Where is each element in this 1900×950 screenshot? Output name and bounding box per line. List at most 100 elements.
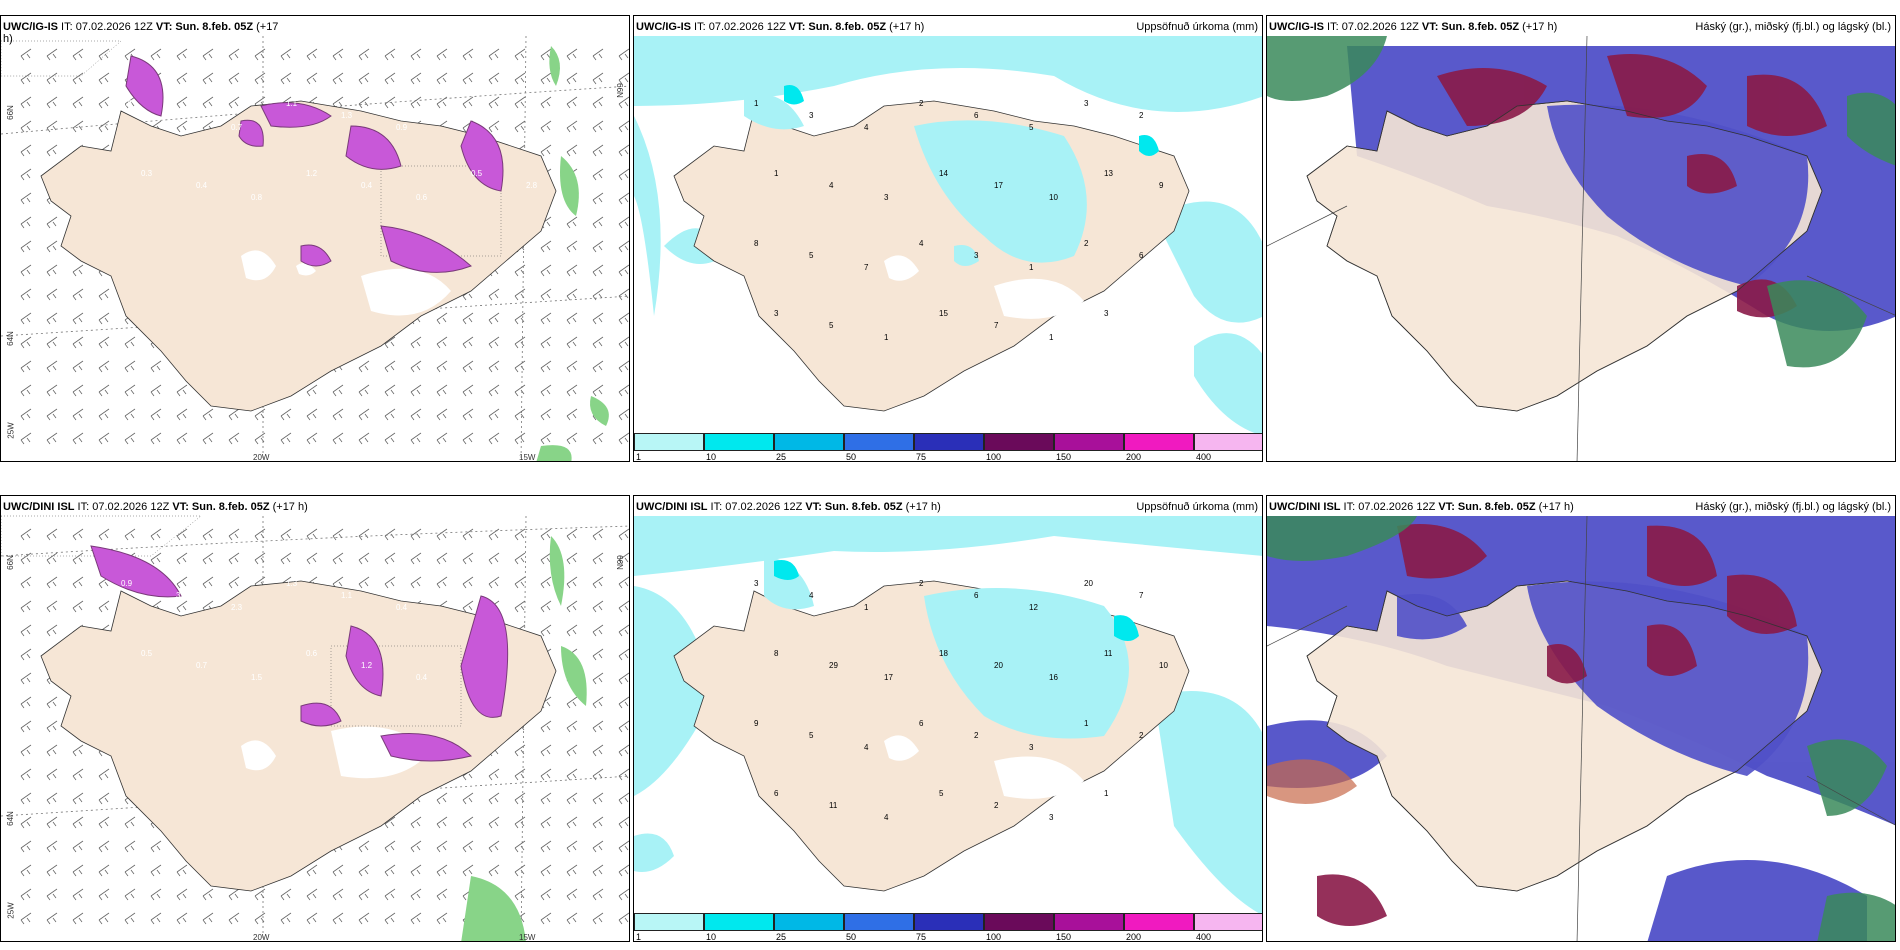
wind-barb bbox=[462, 72, 474, 85]
wind-barb bbox=[410, 384, 422, 397]
wind-barb bbox=[592, 96, 604, 109]
wind-barb bbox=[20, 216, 32, 229]
cloud-mid bbox=[1317, 524, 1797, 926]
wind-barb bbox=[202, 48, 214, 61]
wind-barb bbox=[592, 168, 604, 181]
map-value-label: 0.4 bbox=[451, 99, 463, 108]
wind-barb bbox=[202, 552, 214, 565]
wind-barb bbox=[410, 360, 422, 373]
map-value-label: 4 bbox=[829, 181, 834, 190]
wind-barb bbox=[514, 888, 526, 901]
map-value-label: 4 bbox=[864, 123, 869, 132]
wind-barb bbox=[176, 552, 188, 565]
wind-barb bbox=[384, 48, 396, 61]
map-value-label: 4 bbox=[884, 813, 889, 822]
wind-barb bbox=[410, 48, 422, 61]
map-value-label: 0.2 bbox=[451, 579, 463, 588]
wind-barb bbox=[46, 744, 58, 757]
wind-barb bbox=[46, 864, 58, 877]
map-value-label: 0.5 bbox=[506, 111, 518, 120]
colorbar-tick: 100 bbox=[986, 452, 1002, 462]
map-value-label: 2 bbox=[1139, 731, 1144, 740]
map-value-label: 5 bbox=[809, 251, 814, 260]
wind-barb bbox=[176, 888, 188, 901]
lon-label-15w: 15W bbox=[519, 933, 536, 942]
wind-barb bbox=[46, 888, 58, 901]
wind-barb bbox=[592, 600, 604, 613]
wind-barb bbox=[46, 768, 58, 781]
wind-barb bbox=[150, 912, 162, 925]
wind-barb bbox=[20, 312, 32, 325]
wind-barb bbox=[306, 432, 318, 445]
wind-barb bbox=[566, 96, 578, 109]
precip-intense bbox=[1139, 135, 1159, 156]
wind-barb bbox=[540, 360, 552, 373]
map-value-label: 4 bbox=[809, 591, 814, 600]
wind-barb bbox=[98, 72, 110, 85]
wind-barb bbox=[592, 360, 604, 373]
wind-barb bbox=[540, 96, 552, 109]
wind-barb bbox=[514, 864, 526, 877]
map-value-label: 2 bbox=[919, 99, 924, 108]
wind-barb bbox=[436, 864, 448, 877]
colorbar-tick: 200 bbox=[1126, 452, 1142, 462]
wind-barb bbox=[46, 528, 58, 541]
wind-barb bbox=[592, 384, 604, 397]
wind-barb bbox=[540, 744, 552, 757]
lat-label-66n: 66N bbox=[5, 555, 15, 570]
wind-barb bbox=[488, 768, 500, 781]
wind-barb bbox=[46, 552, 58, 565]
colorbar-tick: 75 bbox=[916, 452, 927, 462]
wind-barb bbox=[566, 144, 578, 157]
map-value-label: 2 bbox=[974, 731, 979, 740]
wind-barb bbox=[514, 288, 526, 301]
wind-barb bbox=[124, 888, 136, 901]
wind-barb bbox=[540, 624, 552, 637]
wind-barb bbox=[20, 528, 32, 541]
precip-intense bbox=[774, 560, 799, 580]
cloud-mid bbox=[1437, 54, 1827, 318]
wind-barb bbox=[72, 72, 84, 85]
wind-barb bbox=[462, 864, 474, 877]
wind-barb bbox=[124, 360, 136, 373]
coastline bbox=[1306, 100, 1823, 412]
wind-barb bbox=[618, 768, 629, 781]
wind-barb bbox=[488, 96, 500, 109]
wind-barb bbox=[540, 912, 552, 925]
colorbar-swatch bbox=[1124, 433, 1194, 451]
glaciers bbox=[241, 250, 451, 316]
map-value-label: 11 bbox=[829, 801, 838, 810]
wind-barb bbox=[98, 336, 110, 349]
wind-barb bbox=[280, 888, 292, 901]
wind-barb bbox=[72, 744, 84, 757]
wind-barb bbox=[98, 864, 110, 877]
wind-barb bbox=[46, 336, 58, 349]
wind-barb bbox=[358, 576, 370, 589]
wind-barb bbox=[72, 408, 84, 421]
wind-barb bbox=[98, 360, 110, 373]
wind-barb bbox=[306, 552, 318, 565]
wind-barb bbox=[306, 528, 318, 541]
wind-barb bbox=[46, 696, 58, 709]
colorbar-swatch bbox=[1054, 913, 1124, 931]
wind-barb bbox=[540, 840, 552, 853]
lat-label-64n: 64N bbox=[5, 811, 15, 826]
wind-barb bbox=[202, 576, 214, 589]
coastline bbox=[1306, 580, 1823, 892]
panel-top-middle-precip: UWC/IG-IS IT: 07.02.2026 12Z VT: Sun. 8.… bbox=[633, 15, 1263, 462]
wind-barb bbox=[150, 384, 162, 397]
wind-barb bbox=[540, 72, 552, 85]
wind-barb bbox=[618, 864, 629, 877]
map-value-label: 1.2 bbox=[361, 661, 373, 670]
region-borders bbox=[1267, 515, 1895, 941]
wind-barb bbox=[384, 816, 396, 829]
panel-top-left-wind-snow: UWC/IG-IS IT: 07.02.2026 12Z VT: Sun. 8.… bbox=[0, 15, 630, 462]
wind-barb bbox=[462, 360, 474, 373]
wind-barb bbox=[436, 792, 448, 805]
wind-barb bbox=[566, 264, 578, 277]
wind-barb bbox=[618, 648, 629, 661]
wind-barb bbox=[618, 696, 629, 709]
wind-barb bbox=[176, 432, 188, 445]
wind-barb bbox=[384, 360, 396, 373]
wind-barb bbox=[280, 432, 292, 445]
